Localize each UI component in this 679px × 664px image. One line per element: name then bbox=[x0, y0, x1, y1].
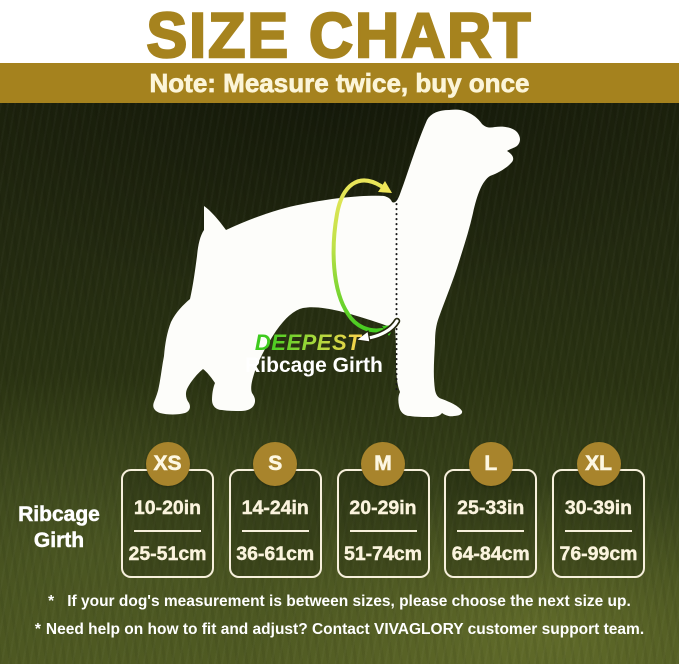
footnote-1: * If your dog's measurement is between s… bbox=[48, 593, 631, 610]
size-cm: 76-99cm bbox=[559, 542, 638, 565]
divider bbox=[349, 530, 417, 532]
size-box: 20-29in 51-74cm bbox=[336, 469, 430, 578]
divider bbox=[241, 530, 309, 532]
size-badge: S bbox=[253, 442, 298, 486]
size-column-xs: 10-20in 25-51cm XS bbox=[121, 440, 214, 582]
size-box: 30-39in 76-99cm bbox=[552, 469, 645, 578]
size-inches: 14-24in bbox=[241, 496, 309, 519]
size-badge: L bbox=[468, 442, 513, 486]
divider bbox=[134, 530, 201, 532]
footnote-2: * Need help on how to fit and adjust? Co… bbox=[34, 621, 645, 639]
size-box: 14-24in 36-61cm bbox=[228, 469, 322, 578]
size-columns: 10-20in 25-51cm XS 14-24in 36-61cm S 20-… bbox=[121, 440, 645, 582]
size-badge: XS bbox=[145, 442, 190, 486]
size-badge: XL bbox=[576, 442, 621, 486]
footnotes: * If your dog's measurement is between s… bbox=[0, 592, 679, 640]
size-inches: 30-39in bbox=[564, 496, 633, 519]
divider bbox=[457, 530, 525, 532]
note-banner: Note: Measure twice, buy once bbox=[0, 63, 679, 103]
size-inches: 20-29in bbox=[349, 496, 417, 519]
header: SIZE CHART bbox=[0, 0, 679, 71]
size-badge: M bbox=[361, 442, 405, 486]
size-cm: 64-84cm bbox=[451, 542, 530, 565]
size-inches: 10-20in bbox=[133, 496, 202, 519]
page-title: SIZE CHART bbox=[145, 0, 533, 71]
size-cm: 25-51cm bbox=[128, 542, 207, 565]
size-cm: 36-61cm bbox=[236, 542, 315, 565]
note-banner-text: Note: Measure twice, buy once bbox=[149, 67, 530, 98]
size-column-m: 20-29in 51-74cm M bbox=[336, 440, 430, 582]
size-column-xl: 30-39in 76-99cm XL bbox=[552, 440, 645, 582]
size-table-row-label: Ribcage Girth bbox=[18, 503, 100, 552]
size-column-s: 14-24in 36-61cm S bbox=[228, 440, 322, 582]
size-cm: 51-74cm bbox=[343, 542, 423, 565]
size-table: Ribcage Girth 10-20in 25-51cm XS 14-24in… bbox=[0, 440, 679, 590]
size-box: 25-33in 64-84cm bbox=[444, 469, 538, 578]
divider bbox=[565, 530, 632, 532]
size-box: 10-20in 25-51cm bbox=[121, 469, 214, 578]
size-column-l: 25-33in 64-84cm L bbox=[444, 440, 538, 582]
size-inches: 25-33in bbox=[457, 496, 525, 519]
